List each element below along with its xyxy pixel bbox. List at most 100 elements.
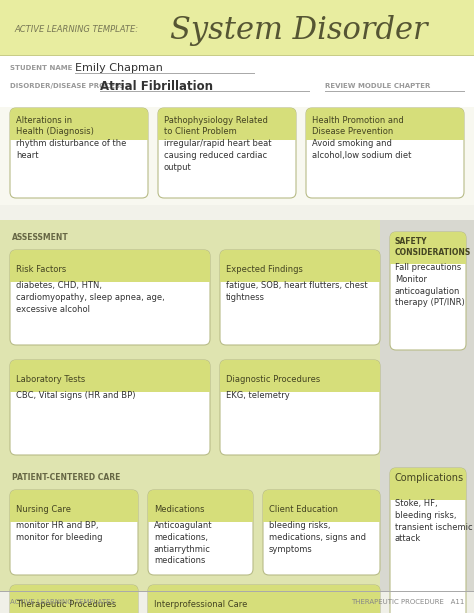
- Bar: [226, 366, 374, 386]
- FancyBboxPatch shape: [148, 490, 253, 575]
- FancyBboxPatch shape: [10, 585, 138, 613]
- Bar: [16, 366, 204, 386]
- Text: DISORDER/DISEASE PROCESS: DISORDER/DISEASE PROCESS: [10, 83, 125, 89]
- FancyBboxPatch shape: [220, 250, 380, 345]
- Bar: [0, 591, 474, 613]
- FancyBboxPatch shape: [10, 490, 138, 522]
- Bar: [75, 73, 255, 74]
- Text: Client Education: Client Education: [269, 505, 338, 514]
- FancyBboxPatch shape: [10, 250, 210, 345]
- FancyBboxPatch shape: [390, 232, 466, 350]
- FancyBboxPatch shape: [148, 585, 380, 613]
- Text: Anticoagulant
medications,
antiarrythmic
medications: Anticoagulant medications, antiarrythmic…: [154, 521, 212, 565]
- Text: Diagnostic Procedures: Diagnostic Procedures: [226, 375, 320, 384]
- Bar: [390, 258, 466, 264]
- FancyBboxPatch shape: [158, 108, 296, 198]
- Text: PATIENT-CENTERED CARE: PATIENT-CENTERED CARE: [12, 473, 120, 482]
- Bar: [154, 591, 374, 611]
- Bar: [100, 91, 310, 92]
- Bar: [158, 134, 296, 140]
- FancyBboxPatch shape: [390, 232, 466, 264]
- Text: REVIEW MODULE CHAPTER: REVIEW MODULE CHAPTER: [325, 83, 430, 89]
- Text: Interprofessional Care: Interprofessional Care: [154, 600, 247, 609]
- Text: Therapeutic Procedures: Therapeutic Procedures: [16, 600, 116, 609]
- Bar: [396, 238, 460, 258]
- Bar: [312, 114, 458, 134]
- Bar: [16, 114, 142, 134]
- Text: System Disorder: System Disorder: [170, 15, 428, 45]
- Bar: [16, 496, 132, 516]
- Text: Health Promotion and
Disease Prevention: Health Promotion and Disease Prevention: [312, 116, 404, 136]
- Text: Alterations in
Health (Diagnosis): Alterations in Health (Diagnosis): [16, 116, 94, 136]
- Text: Laboratory Tests: Laboratory Tests: [16, 375, 85, 384]
- Text: Medications: Medications: [154, 505, 204, 514]
- Text: rhythm disturbance of the
heart: rhythm disturbance of the heart: [16, 139, 127, 160]
- Text: Risk Factors: Risk Factors: [16, 265, 66, 274]
- FancyBboxPatch shape: [390, 468, 466, 500]
- Text: Expected Findings: Expected Findings: [226, 265, 303, 274]
- Text: Pathophysiology Related
to Client Problem: Pathophysiology Related to Client Proble…: [164, 116, 268, 136]
- Bar: [0, 55, 474, 107]
- Bar: [306, 134, 464, 140]
- Bar: [0, 220, 474, 463]
- FancyBboxPatch shape: [220, 360, 380, 392]
- Bar: [226, 256, 374, 276]
- Bar: [390, 494, 466, 500]
- FancyBboxPatch shape: [10, 360, 210, 392]
- Text: Avoid smoking and
alcohol,low sodium diet: Avoid smoking and alcohol,low sodium die…: [312, 139, 411, 160]
- Text: monitor HR and BP,
monitor for bleeding: monitor HR and BP, monitor for bleeding: [16, 521, 102, 542]
- Text: Fall precautions
Monitor
anticoagulation
therapy (PT/INR): Fall precautions Monitor anticoagulation…: [395, 263, 465, 307]
- Bar: [0, 0, 474, 55]
- FancyBboxPatch shape: [390, 468, 466, 613]
- Bar: [10, 516, 138, 522]
- FancyBboxPatch shape: [220, 250, 380, 282]
- Bar: [148, 516, 253, 522]
- FancyBboxPatch shape: [10, 490, 138, 575]
- Text: Complications: Complications: [395, 473, 464, 483]
- FancyBboxPatch shape: [10, 108, 148, 140]
- Bar: [380, 220, 474, 463]
- Text: THERAPEUTIC PROCEDURE   A11: THERAPEUTIC PROCEDURE A11: [351, 599, 464, 605]
- Bar: [16, 591, 132, 611]
- Text: bleeding risks,
medications, signs and
symptoms: bleeding risks, medications, signs and s…: [269, 521, 366, 554]
- Bar: [16, 256, 204, 276]
- Bar: [148, 611, 380, 613]
- Text: CBC, Vital signs (HR and BP): CBC, Vital signs (HR and BP): [16, 391, 136, 400]
- Bar: [220, 386, 380, 392]
- Bar: [10, 611, 138, 613]
- Bar: [0, 100, 474, 205]
- Text: Stoke, HF,
bleeding risks,
transient ischemic
attack: Stoke, HF, bleeding risks, transient isc…: [395, 499, 473, 543]
- Bar: [0, 55, 474, 56]
- FancyBboxPatch shape: [10, 250, 210, 282]
- Text: EKG, telemetry: EKG, telemetry: [226, 391, 290, 400]
- FancyBboxPatch shape: [10, 108, 148, 198]
- Text: STUDENT NAME: STUDENT NAME: [10, 65, 73, 71]
- Bar: [396, 474, 460, 494]
- Bar: [380, 458, 474, 613]
- Bar: [0, 458, 474, 613]
- FancyBboxPatch shape: [263, 490, 380, 575]
- Text: ASSESSMENT: ASSESSMENT: [12, 234, 69, 243]
- Bar: [10, 276, 210, 282]
- Bar: [10, 134, 148, 140]
- Text: Nursing Care: Nursing Care: [16, 505, 71, 514]
- FancyBboxPatch shape: [263, 490, 380, 522]
- FancyBboxPatch shape: [220, 360, 380, 455]
- Bar: [263, 516, 380, 522]
- Text: ACTIVE LEARNING TEMPLATE:: ACTIVE LEARNING TEMPLATE:: [14, 26, 138, 34]
- FancyBboxPatch shape: [148, 585, 380, 613]
- FancyBboxPatch shape: [306, 108, 464, 198]
- Bar: [269, 496, 374, 516]
- FancyBboxPatch shape: [158, 108, 296, 140]
- Bar: [164, 114, 290, 134]
- Bar: [325, 91, 465, 92]
- FancyBboxPatch shape: [148, 490, 253, 522]
- Text: Emily Chapman: Emily Chapman: [75, 63, 163, 73]
- Text: ACTIVE LEARNING TEMPLATES: ACTIVE LEARNING TEMPLATES: [10, 599, 115, 605]
- Bar: [10, 386, 210, 392]
- FancyBboxPatch shape: [10, 360, 210, 455]
- Bar: [154, 496, 247, 516]
- Text: fatigue, SOB, heart flutters, chest
tightness: fatigue, SOB, heart flutters, chest tigh…: [226, 281, 368, 302]
- FancyBboxPatch shape: [10, 585, 138, 613]
- Text: diabetes, CHD, HTN,
cardiomyopathy, sleep apnea, age,
excessive alcohol: diabetes, CHD, HTN, cardiomyopathy, slee…: [16, 281, 165, 314]
